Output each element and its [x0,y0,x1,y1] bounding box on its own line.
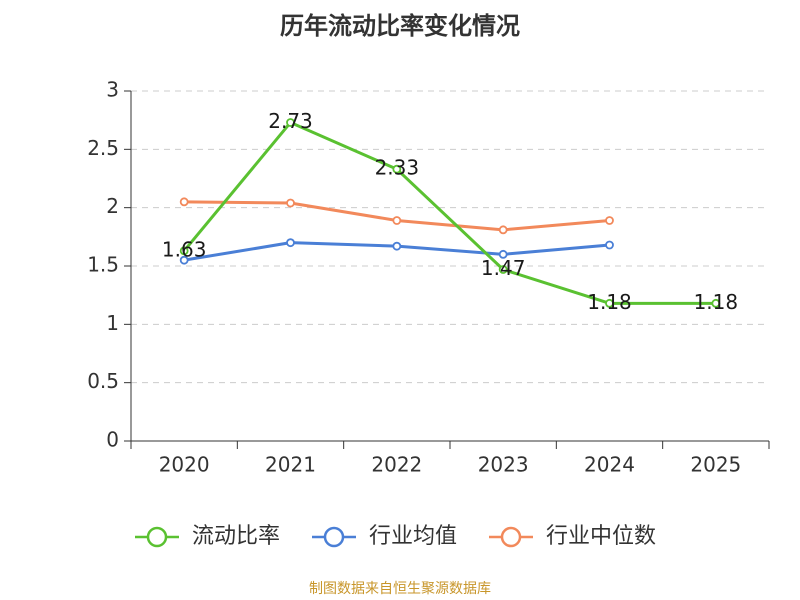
x-tick-label: 2024 [584,453,635,477]
legend-label: 行业中位数 [546,524,656,549]
legend-item[interactable]: 流动比率 [135,524,280,549]
series-layer [179,118,721,308]
data-point [498,265,508,274]
series-line [183,121,716,305]
data-label: 1.18 [694,290,739,314]
data-label: 1.47 [481,256,526,280]
data-label: 1.18 [587,290,632,314]
data-point [605,240,614,250]
source-footer: 制图数据来自恒生聚源数据库 [309,581,491,597]
chart-title: 历年流动比率变化情况 [280,12,520,40]
data-point [179,255,189,265]
x-tick-label: 2020 [159,453,210,477]
legend-marker-icon [500,526,522,548]
grid-lines [131,90,769,384]
y-tick-label: 0 [106,428,119,452]
data-point [711,298,721,308]
data-point [605,216,614,225]
data-point [392,164,402,174]
y-tick-label: 3 [106,78,119,102]
y-tick-label: 1 [106,311,119,335]
legend-marker-icon [323,526,345,548]
data-point [286,118,295,127]
legend-marker-icon [146,526,168,548]
legend-label: 行业均值 [369,524,457,549]
legend-label: 流动比率 [192,524,280,549]
legend: 流动比率 行业均值 行业中位数 [135,524,656,549]
y-tick-label: 0.5 [87,369,119,393]
data-point [392,241,402,251]
legend-item[interactable]: 行业中位数 [489,524,656,549]
x-tick-label: 2021 [265,453,316,477]
data-point [286,198,295,208]
axes [124,90,770,449]
x-tick-label: 2022 [371,453,422,477]
data-label: 1.63 [162,237,207,261]
y-axis-ticks: 0 0.5 1 1.5 2 2.5 3 [87,78,119,452]
y-tick-label: 2.5 [87,136,119,160]
legend-item[interactable]: 行业均值 [312,524,457,549]
x-tick-label: 2023 [478,453,529,477]
series-line [184,200,610,232]
data-point [179,197,189,207]
data-label: 2.73 [268,109,313,133]
x-tick-label: 2025 [690,453,741,477]
x-axis-ticks: 2020 2021 2022 2023 2024 2025 [159,453,742,477]
data-point [392,216,402,225]
data-label: 2.33 [375,156,420,180]
data-point [605,298,614,308]
data-point [286,238,295,248]
data-labels: 1.63 2.73 2.33 1.47 1.18 1.18 [162,109,738,314]
y-tick-label: 2 [106,194,119,218]
data-point [498,249,508,259]
data-point [498,225,508,235]
data-point [179,246,189,256]
y-tick-label: 1.5 [87,253,119,277]
